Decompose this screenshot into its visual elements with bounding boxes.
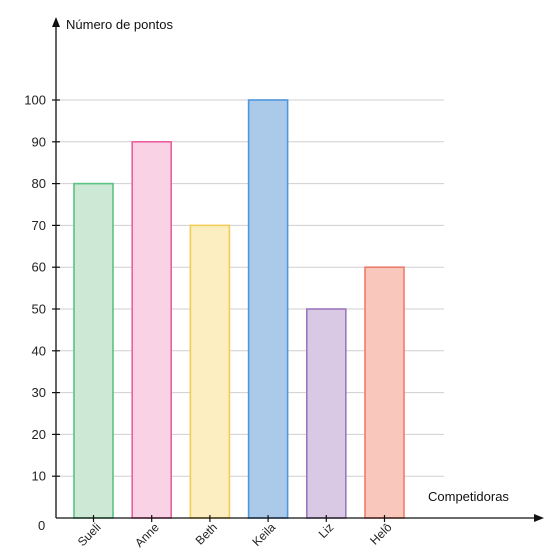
x-category-label: Anne bbox=[132, 520, 162, 550]
x-categories: Sueli Anne Beth Keila Liz Helô bbox=[75, 515, 395, 550]
bar-liz bbox=[305, 308, 347, 519]
x-category-label: Helô bbox=[367, 520, 395, 548]
y-tick-label: 30 bbox=[32, 385, 46, 400]
y-tick-label: 60 bbox=[32, 260, 46, 275]
origin-label: 0 bbox=[38, 518, 45, 533]
x-axis-arrow-icon bbox=[534, 514, 544, 522]
y-tick-label: 10 bbox=[32, 469, 46, 484]
x-category-label: Liz bbox=[316, 520, 337, 541]
y-tick-label: 70 bbox=[32, 218, 46, 233]
bar-helô bbox=[364, 266, 405, 519]
bar-keila bbox=[247, 99, 289, 519]
y-tick-label: 80 bbox=[32, 176, 46, 191]
y-tick-label: 90 bbox=[32, 134, 46, 149]
y-tick-label: 50 bbox=[32, 302, 46, 317]
bar-beth bbox=[189, 224, 231, 519]
y-tick-label: 100 bbox=[24, 93, 46, 108]
x-category-label: Beth bbox=[193, 520, 220, 547]
x-axis-title: Competidoras bbox=[428, 489, 509, 504]
y-ticks: 10 20 30 40 50 60 70 80 90 100 bbox=[24, 93, 60, 484]
y-axis-arrow-icon bbox=[52, 17, 60, 27]
y-tick-label: 20 bbox=[32, 427, 46, 442]
x-category-label: Keila bbox=[249, 520, 278, 549]
x-category-label: Sueli bbox=[75, 520, 104, 549]
bar-anne bbox=[131, 141, 172, 519]
bar-sueli bbox=[73, 182, 114, 519]
y-axis-title: Número de pontos bbox=[66, 17, 173, 32]
y-tick-label: 40 bbox=[32, 343, 46, 358]
